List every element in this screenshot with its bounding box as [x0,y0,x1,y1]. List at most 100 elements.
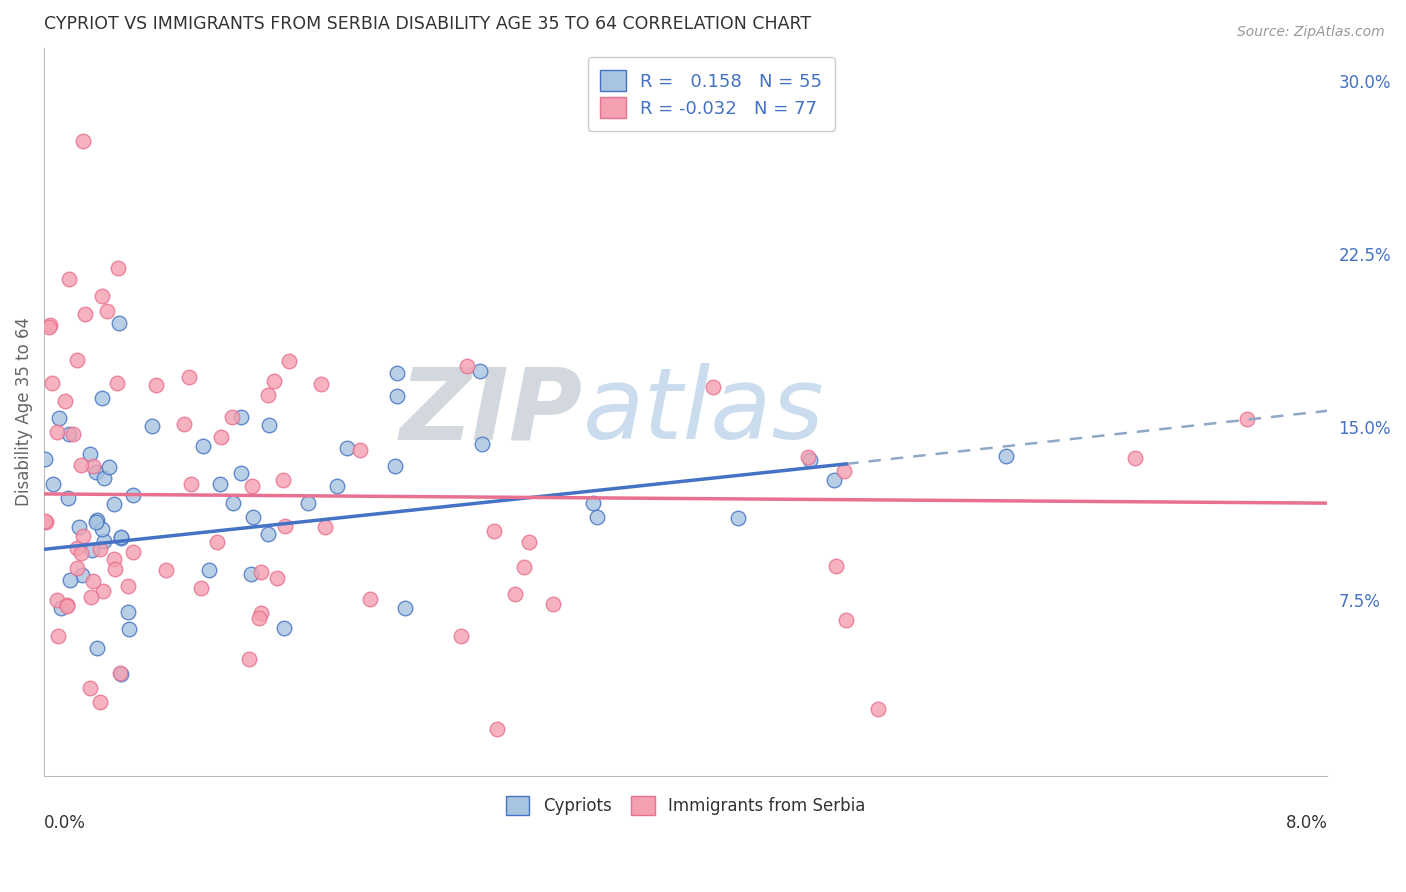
Point [34,451,56,466]
Point [91,522,114,536]
Point [387,389,409,403]
Point [58,272,80,286]
Point [825,558,848,573]
Point [38,318,60,333]
Point [835,613,858,627]
Point [359,592,381,607]
Point [250,607,273,621]
Point [868,702,890,716]
Point [259,417,281,432]
Point [117,579,139,593]
Point [86,641,108,656]
Point [82,574,104,588]
Point [98,459,121,474]
Point [86,466,108,480]
Point [222,495,245,509]
Point [180,476,202,491]
Point [297,496,319,510]
Point [108,665,131,680]
Point [193,439,215,453]
Point [456,359,478,374]
Text: atlas: atlas [583,363,825,460]
Point [257,526,280,541]
Point [121,545,143,559]
Point [62,427,84,442]
Text: 8.0%: 8.0% [1285,814,1327,832]
Point [209,430,232,444]
Point [89,541,111,556]
Point [177,369,200,384]
Point [103,552,125,566]
Point [702,380,724,394]
Point [93,534,115,549]
Y-axis label: Disability Age 35 to 64: Disability Age 35 to 64 [15,318,32,507]
Point [70,568,93,582]
Point [70,546,93,560]
Text: CYPRIOT VS IMMIGRANTS FROM SERBIA DISABILITY AGE 35 TO 64 CORRELATION CHART: CYPRIOT VS IMMIGRANTS FROM SERBIA DISABI… [44,15,811,33]
Point [585,510,607,524]
Point [208,477,231,491]
Point [96,304,118,318]
Point [66,561,89,575]
Point [86,513,108,527]
Point [336,441,359,455]
Point [995,449,1018,463]
Point [450,629,472,643]
Point [326,479,349,493]
Point [513,560,536,574]
Point [832,464,855,478]
Point [105,376,128,390]
Point [104,562,127,576]
Point [256,388,278,402]
Point [82,458,104,473]
Point [274,519,297,533]
Point [53,394,76,409]
Point [207,534,229,549]
Point [486,723,509,737]
Point [72,529,94,543]
Point [277,354,299,368]
Point [238,652,260,666]
Point [56,491,79,505]
Point [59,573,82,587]
Point [250,566,273,580]
Point [93,471,115,485]
Point [273,621,295,635]
Point [48,410,70,425]
Point [38,320,60,334]
Point [46,425,69,440]
Text: ZIP: ZIP [401,363,583,460]
Point [240,479,263,493]
Point [117,605,139,619]
Point [581,496,603,510]
Point [141,419,163,434]
Point [107,316,129,330]
Text: 22.5%: 22.5% [1339,247,1391,265]
Point [67,520,90,534]
Point [90,392,112,406]
Point [145,378,167,392]
Point [110,531,132,545]
Point [314,520,336,534]
Point [1123,451,1146,466]
Point [80,542,103,557]
Point [110,530,132,544]
Point [384,458,406,473]
Text: 30.0%: 30.0% [1339,74,1391,92]
Point [41,477,63,491]
Point [80,591,103,605]
Point [110,667,132,681]
Point [471,437,494,451]
Point [41,376,63,390]
Point [263,374,285,388]
Point [727,510,749,524]
Point [69,458,91,472]
Point [482,524,505,538]
Point [89,695,111,709]
Point [66,541,89,556]
Point [91,584,114,599]
Point [799,453,821,467]
Point [190,581,212,595]
Point [84,516,107,530]
Point [103,497,125,511]
